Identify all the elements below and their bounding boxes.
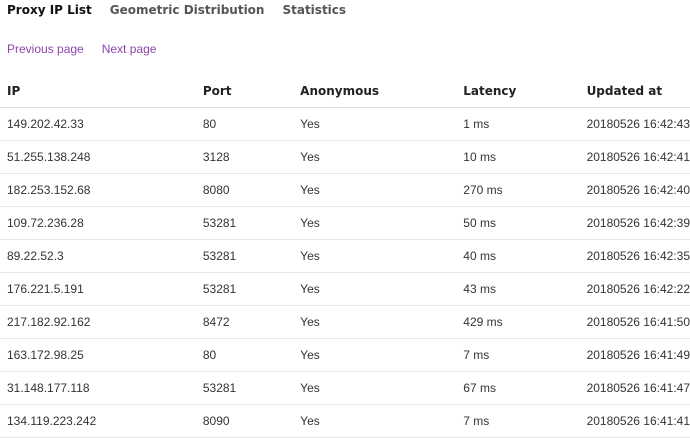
next-page-link[interactable]: Next page	[101, 42, 157, 56]
cell-latency: 7 ms	[456, 404, 580, 438]
cell-latency: 10 ms	[456, 140, 580, 174]
cell-updated-at: 20180526 16:41:47	[579, 371, 690, 405]
cell-latency: 1 ms	[456, 107, 580, 141]
table-row: 109.72.236.28 53281 Yes 50 ms 20180526 16:42…	[0, 206, 690, 240]
cell-port: 53281	[195, 239, 294, 273]
cell-latency: 40 ms	[456, 239, 580, 273]
table-row: 31.148.177.118 53281 Yes 67 ms 20180526 16:4…	[0, 371, 690, 405]
cell-port: 8472	[195, 305, 294, 339]
cell-updated-at: 20180526 16:41:50	[579, 305, 690, 339]
cell-anonymous: Yes	[293, 272, 457, 306]
cell-port: 80	[195, 338, 294, 372]
pagination: Previous page Next page	[7, 41, 174, 57]
cell-port: 80	[195, 107, 294, 141]
cell-port: 53281	[195, 272, 294, 306]
cell-updated-at: 20180526 16:41:49	[579, 338, 690, 372]
cell-anonymous: Yes	[293, 206, 457, 240]
cell-ip: 31.148.177.118	[0, 371, 196, 405]
table-body: 149.202.42.33 80 Yes 1 ms 20180526 16:42:43 5…	[0, 107, 690, 438]
cell-port: 53281	[195, 206, 294, 240]
cell-ip: 182.253.152.68	[0, 173, 196, 207]
cell-latency: 43 ms	[456, 272, 580, 306]
cell-port: 8080	[195, 173, 294, 207]
header-anonymous: Anonymous	[293, 75, 457, 108]
cell-ip: 163.172.98.25	[0, 338, 196, 372]
cell-port: 53281	[195, 371, 294, 405]
cell-anonymous: Yes	[293, 140, 457, 174]
cell-ip: 134.119.223.242	[0, 404, 196, 438]
cell-anonymous: Yes	[293, 338, 457, 372]
cell-updated-at: 20180526 16:42:43	[579, 107, 690, 141]
cell-ip: 217.182.92.162	[0, 305, 196, 339]
table-header-row: IP Port Anonymous Latency Updated at	[0, 75, 690, 108]
cell-latency: 67 ms	[456, 371, 580, 405]
cell-ip: 149.202.42.33	[0, 107, 196, 141]
header-ip: IP	[0, 75, 196, 108]
cell-ip: 109.72.236.28	[0, 206, 196, 240]
header-port: Port	[195, 75, 294, 108]
cell-updated-at: 20180526 16:41:41	[579, 404, 690, 438]
cell-anonymous: Yes	[293, 239, 457, 273]
cell-latency: 429 ms	[456, 305, 580, 339]
cell-ip: 89.22.52.3	[0, 239, 196, 273]
cell-updated-at: 20180526 16:42:41	[579, 140, 690, 174]
table-row: 149.202.42.33 80 Yes 1 ms 20180526 16:42:43	[0, 107, 690, 141]
cell-latency: 270 ms	[456, 173, 580, 207]
cell-anonymous: Yes	[293, 173, 457, 207]
cell-updated-at: 20180526 16:42:22	[579, 272, 690, 306]
cell-updated-at: 20180526 16:42:35	[579, 239, 690, 273]
cell-port: 3128	[195, 140, 294, 174]
cell-anonymous: Yes	[293, 305, 457, 339]
cell-updated-at: 20180526 16:42:39	[579, 206, 690, 240]
previous-page-link[interactable]: Previous page	[7, 42, 84, 56]
header-updated-at: Updated at	[579, 75, 690, 108]
nav-tabs: Proxy IP List Geometric Distribution Sta…	[7, 2, 364, 18]
table-row: 176.221.5.191 53281 Yes 43 ms 20180526 16:42…	[0, 272, 690, 306]
header-latency: Latency	[456, 75, 580, 108]
cell-anonymous: Yes	[293, 107, 457, 141]
cell-port: 8090	[195, 404, 294, 438]
cell-latency: 7 ms	[456, 338, 580, 372]
proxy-table: IP Port Anonymous Latency Updated at 149…	[0, 75, 690, 438]
table-row: 134.119.223.242 8090 Yes 7 ms 20180526 16:41…	[0, 404, 690, 438]
tab-statistics[interactable]: Statistics	[282, 3, 347, 17]
cell-ip: 176.221.5.191	[0, 272, 196, 306]
table-row: 163.172.98.25 80 Yes 7 ms 20180526 16:41:49	[0, 338, 690, 372]
cell-anonymous: Yes	[293, 404, 457, 438]
tab-proxy-ip-list[interactable]: Proxy IP List	[7, 3, 92, 17]
table-row: 89.22.52.3 53281 Yes 40 ms 20180526 16:42:35	[0, 239, 690, 273]
cell-ip: 51.255.138.248	[0, 140, 196, 174]
table-row: 182.253.152.68 8080 Yes 270 ms 20180526 16:4…	[0, 173, 690, 207]
cell-anonymous: Yes	[293, 371, 457, 405]
table-row: 51.255.138.248 3128 Yes 10 ms 20180526 16:42…	[0, 140, 690, 174]
table-row: 217.182.92.162 8472 Yes 429 ms 20180526 16:4…	[0, 305, 690, 339]
cell-updated-at: 20180526 16:42:40	[579, 173, 690, 207]
cell-latency: 50 ms	[456, 206, 580, 240]
tab-geometric-distribution[interactable]: Geometric Distribution	[109, 3, 265, 17]
